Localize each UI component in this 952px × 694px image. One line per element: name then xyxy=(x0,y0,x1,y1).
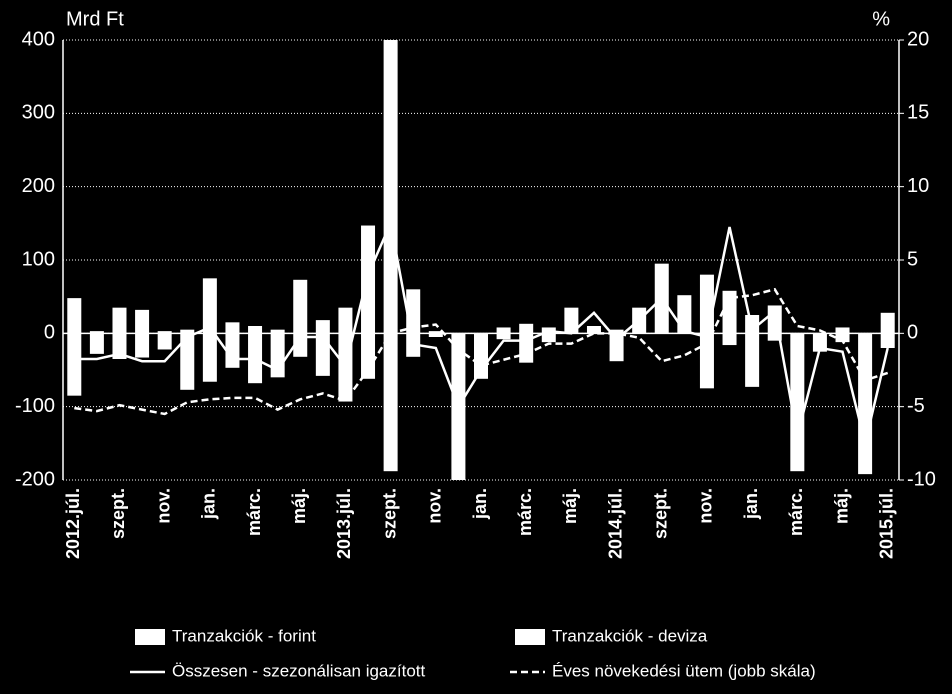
y-tick-label: 0 xyxy=(44,322,55,344)
x-tick-label: szept. xyxy=(108,488,128,539)
bar xyxy=(157,331,172,334)
x-tick-label: jan. xyxy=(470,488,490,520)
bar xyxy=(586,326,601,334)
legend-label: Tranzakciók - deviza xyxy=(552,626,708,645)
legend-label: Tranzakciók - forint xyxy=(172,626,316,645)
x-tick-label: jan. xyxy=(199,488,219,520)
bar xyxy=(428,331,443,334)
x-tick-label: máj. xyxy=(831,488,851,524)
bar xyxy=(112,333,127,359)
bar xyxy=(745,333,760,387)
bar xyxy=(767,305,782,334)
bar xyxy=(767,333,782,341)
x-tick-label: máj. xyxy=(560,488,580,524)
bar xyxy=(541,333,556,343)
y2-axis-title: % xyxy=(872,8,890,30)
bar xyxy=(790,333,805,472)
bar xyxy=(519,323,534,334)
x-tick-label: 2015.júl. xyxy=(876,488,896,559)
x-tick-label: máj. xyxy=(289,488,309,524)
bar xyxy=(135,333,150,358)
bar xyxy=(293,279,308,334)
bar xyxy=(315,333,330,376)
bar xyxy=(835,333,850,343)
bar xyxy=(880,312,895,334)
bar xyxy=(202,333,217,382)
x-tick-label: szept. xyxy=(379,488,399,539)
bar xyxy=(89,331,104,334)
bar xyxy=(315,320,330,334)
legend-swatch xyxy=(515,629,545,645)
x-tick-label: 2012.júl. xyxy=(63,488,83,559)
bar xyxy=(89,333,104,354)
y-tick-label: 400 xyxy=(22,28,55,50)
bar xyxy=(180,329,195,334)
bar xyxy=(361,333,376,379)
bar xyxy=(67,298,82,334)
bar xyxy=(496,327,511,334)
bar xyxy=(338,307,353,334)
bar xyxy=(383,40,398,334)
bar xyxy=(157,333,172,350)
y-tick-label: -200 xyxy=(15,468,55,490)
bar xyxy=(722,333,737,346)
bar xyxy=(67,333,82,396)
x-tick-label: márc. xyxy=(244,488,264,536)
bar xyxy=(699,274,714,334)
x-tick-label: márc. xyxy=(515,488,535,536)
x-tick-label: nov. xyxy=(425,488,445,524)
y2-tick-label: 20 xyxy=(907,28,929,50)
bar xyxy=(880,333,895,348)
bar xyxy=(835,327,850,334)
bar xyxy=(202,278,217,334)
bar xyxy=(722,290,737,334)
bar xyxy=(812,333,827,352)
bar xyxy=(180,333,195,390)
x-tick-label: jan. xyxy=(741,488,761,520)
bar xyxy=(112,307,127,334)
x-tick-label: 2013.júl. xyxy=(334,488,354,559)
x-tick-label: márc. xyxy=(786,488,806,536)
y-tick-label: 200 xyxy=(22,175,55,197)
bar xyxy=(564,307,579,334)
x-tick-label: 2014.júl. xyxy=(605,488,625,559)
bar xyxy=(248,326,263,334)
x-tick-label: szept. xyxy=(651,488,671,539)
legend-swatch xyxy=(135,629,165,645)
x-tick-label: nov. xyxy=(153,488,173,524)
bar xyxy=(270,329,285,334)
line xyxy=(74,219,889,444)
bar xyxy=(293,333,308,357)
bar xyxy=(135,309,150,334)
y2-tick-label: 10 xyxy=(907,175,929,197)
bar xyxy=(609,329,624,334)
bar xyxy=(858,333,873,475)
bar xyxy=(383,333,398,472)
bar xyxy=(699,333,714,389)
y2-tick-label: 5 xyxy=(907,248,918,270)
y2-tick-label: 0 xyxy=(907,322,918,344)
x-tick-label: nov. xyxy=(696,488,716,524)
legend-label: Összesen - szezonálisan igazított xyxy=(172,661,426,680)
bar xyxy=(496,333,511,340)
y-tick-label: 300 xyxy=(22,102,55,124)
bar xyxy=(428,333,443,337)
bar xyxy=(609,333,624,362)
y-tick-label: 100 xyxy=(22,248,55,270)
y-axis-title: Mrd Ft xyxy=(66,8,124,30)
y2-tick-label: -5 xyxy=(907,395,925,417)
y2-tick-label: 15 xyxy=(907,102,929,124)
bar xyxy=(225,322,240,334)
legend-label: Éves növekedési ütem (jobb skála) xyxy=(552,661,816,680)
y-tick-label: -100 xyxy=(15,395,55,417)
y2-tick-label: -10 xyxy=(907,468,936,490)
bar xyxy=(677,295,692,334)
